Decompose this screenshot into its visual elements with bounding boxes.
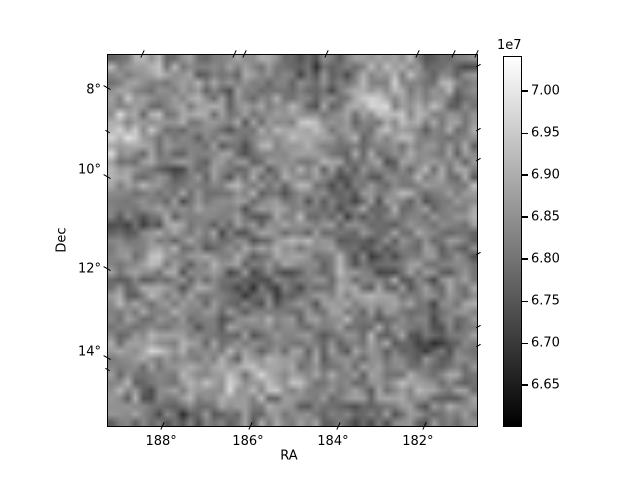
y-minor-tick-mark — [104, 130, 110, 134]
x-tick-label: 182° — [402, 434, 434, 449]
colorbar-tick-mark — [522, 384, 528, 386]
colorbar-tick-mark — [522, 258, 528, 260]
colorbar-tick-label: 6.90 — [531, 167, 560, 183]
colorbar-tick-mark — [522, 132, 528, 134]
x-axis-label: RA — [280, 448, 298, 464]
colorbar-tick-label: 6.65 — [531, 377, 560, 393]
y-tick-label: 10° — [77, 162, 101, 178]
colorbar-tick-mark — [522, 174, 528, 176]
colorbar-tick-mark — [522, 342, 528, 344]
sky-map-heatmap — [108, 55, 477, 426]
colorbar-tick-label: 7.00 — [531, 83, 560, 99]
right-tick-mark — [475, 158, 481, 162]
right-tick-mark — [475, 344, 481, 348]
y-axis-label: Dec — [54, 227, 70, 253]
right-tick-mark — [475, 128, 481, 132]
x-tick-label: 188° — [145, 434, 177, 449]
y-minor-tick-mark — [104, 368, 110, 372]
colorbar-tick-label: 6.85 — [531, 209, 560, 225]
colorbar-tick-label: 6.70 — [531, 335, 560, 351]
colorbar-tick-label: 6.80 — [531, 251, 560, 267]
x-tick-label: 186° — [232, 434, 264, 449]
colorbar-tick-mark — [522, 90, 528, 92]
colorbar-gradient — [503, 56, 522, 427]
colorbar-tick-label: 6.75 — [531, 293, 560, 309]
right-tick-mark — [475, 325, 481, 329]
colorbar-tick-mark — [522, 216, 528, 218]
right-tick-mark — [475, 64, 481, 68]
y-tick-label: 14° — [77, 344, 101, 360]
y-tick-label: 12° — [77, 261, 101, 277]
colorbar-tick-label: 6.95 — [531, 125, 560, 141]
colorbar-tick-mark — [522, 300, 528, 302]
x-tick-label: 184° — [317, 434, 349, 449]
y-tick-label: 8° — [86, 82, 101, 98]
colorbar-offset-label: 1e7 — [497, 38, 522, 53]
